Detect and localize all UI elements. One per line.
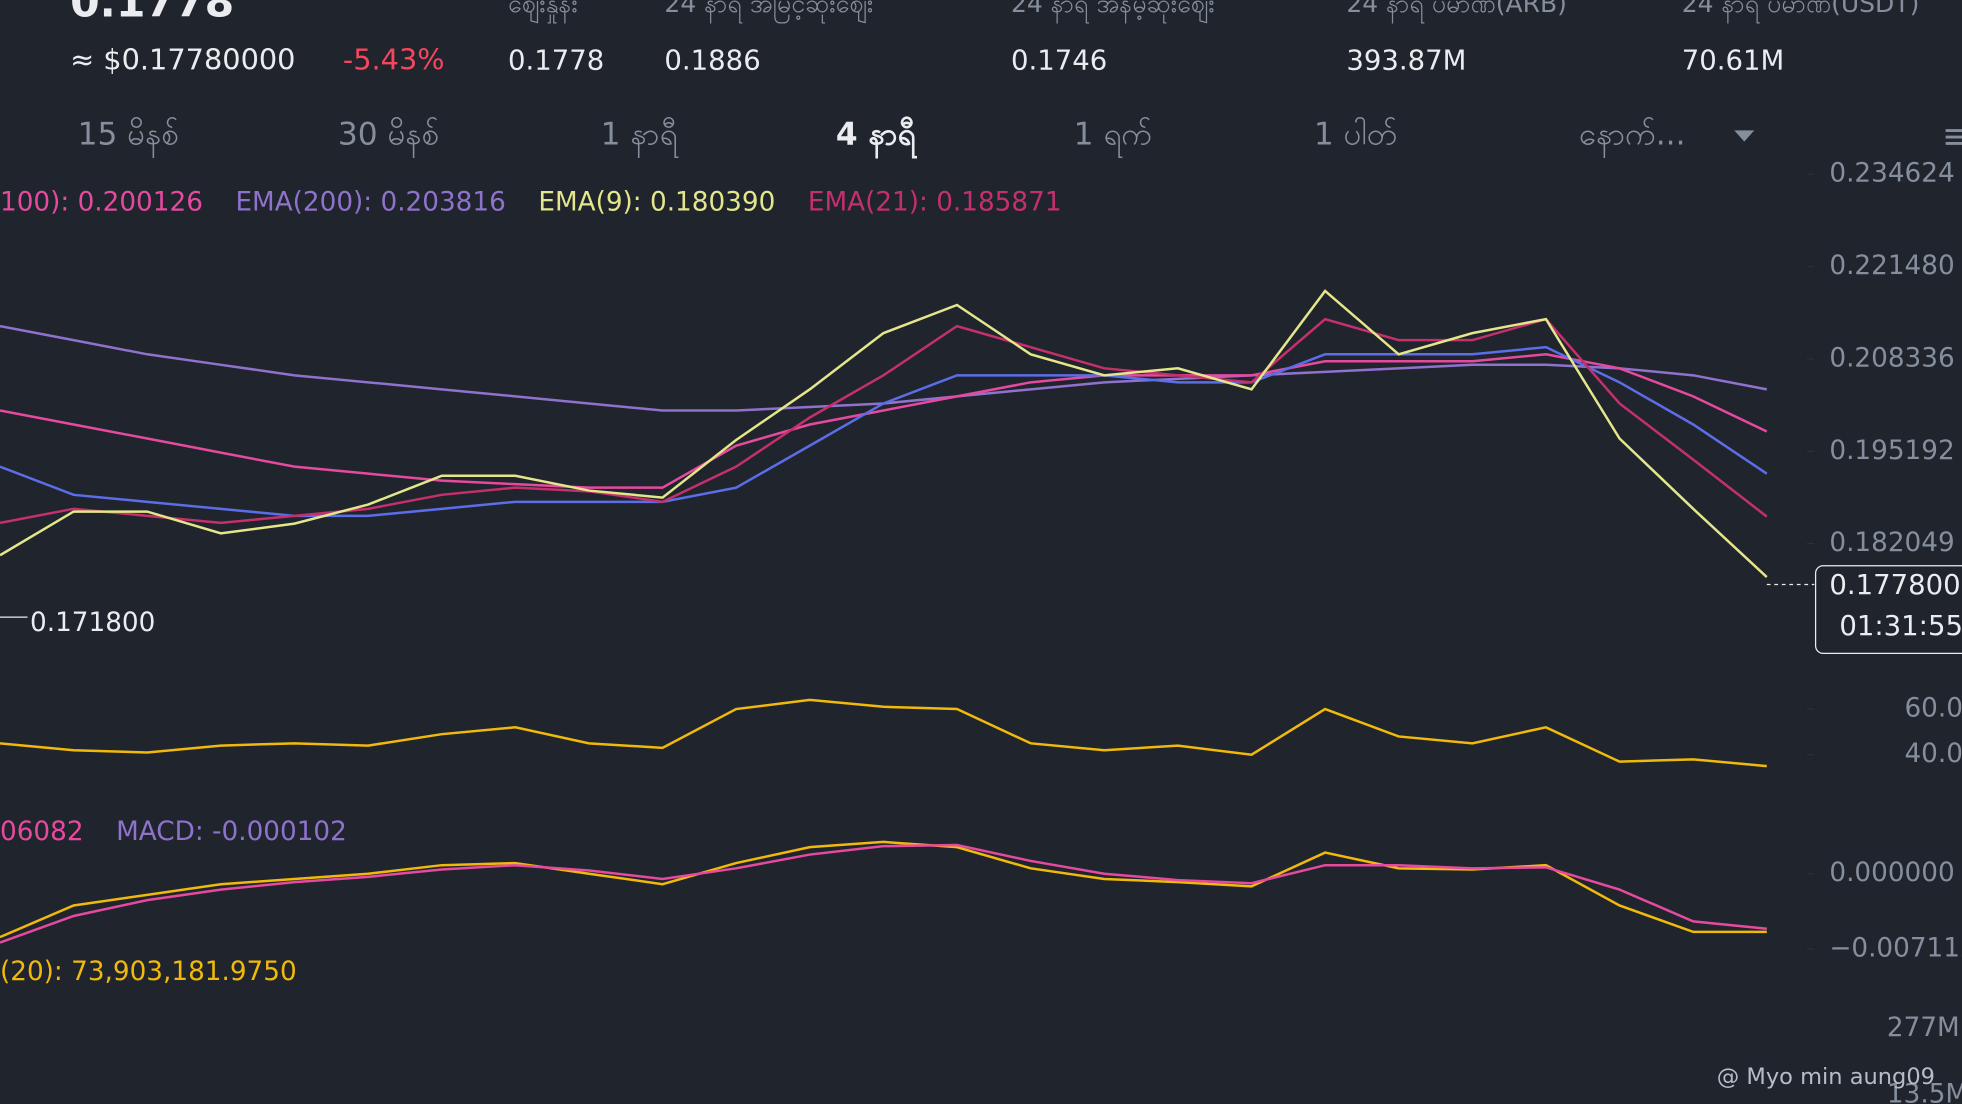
interval-tab[interactable]: 1 ရက်: [1074, 116, 1152, 158]
stat-label: 24 နာရီ ပမာဏ(ARB): [1346, 0, 1567, 23]
current-price: 0.177800: [1829, 569, 1960, 601]
settings-icon[interactable]: ≡: [1942, 116, 1962, 157]
y-tick-label: 0.208336: [1829, 343, 1954, 373]
y-tick-label: 0.000000: [1829, 858, 1954, 888]
stat-label: 24 နာရီ အနိမ့်ဆုံးဈေး: [1011, 0, 1215, 23]
dropdown-arrow[interactable]: [1734, 130, 1755, 142]
macd-legend: 06082: [0, 817, 84, 847]
indicator-line: [0, 289, 1768, 578]
stat-value: 70.61M: [1682, 45, 1785, 77]
interval-tab[interactable]: နောက်...: [1579, 116, 1685, 158]
y-tick-label: 60.0: [1904, 694, 1962, 724]
stat-label: ဈေးနှုန်း: [508, 0, 578, 23]
legend-item: EMA(9): 0.180390: [538, 187, 775, 217]
indicator-line: [0, 698, 1767, 768]
stat-label: 24 နာရီ ပမာဏ(USDT): [1682, 0, 1920, 23]
stat-value: 0.1778: [508, 45, 604, 77]
y-tick-label: 0.234624: [1829, 159, 1954, 189]
interval-tab[interactable]: 1 ပါတ်: [1314, 116, 1398, 152]
legend-item: 100): 0.200126: [0, 187, 203, 217]
legend-item: EMA(200): 0.203816: [235, 187, 505, 217]
change: -5.43%: [343, 43, 445, 77]
watermark: @ Myo min aung09: [1717, 1064, 1935, 1090]
countdown: 01:31:55: [1839, 610, 1962, 642]
indicator-line: [0, 843, 1767, 944]
volume-legend: (20): 73,903,181.9750: [0, 957, 297, 987]
legend-item: EMA(21): 0.185871: [808, 187, 1062, 217]
current-box: [1814, 565, 1962, 654]
low-label: 0.171800: [30, 608, 155, 638]
volume-top: 277M: [1887, 1013, 1960, 1043]
stat-label: 24 နာရီ အမြင့်ဆုံးဈေး: [664, 0, 873, 23]
interval-tab[interactable]: 1 နာရီ: [601, 116, 679, 158]
price: 0.1778: [70, 0, 234, 28]
interval-tab[interactable]: 30 မိနစ်: [338, 116, 439, 158]
stat-value: 0.1746: [1011, 45, 1107, 77]
y-tick-label: 0.182049: [1829, 528, 1954, 558]
macd-legend: MACD: -0.000102: [116, 817, 347, 847]
indicator-line: [0, 353, 1768, 489]
stat-value: 0.1886: [664, 45, 760, 77]
usd-price: ≈ $0.17780000: [70, 43, 295, 77]
indicator-line: [0, 317, 1768, 525]
y-tick-label: −0.007112: [1829, 933, 1962, 963]
interval-tab[interactable]: 15 မိနစ်: [78, 116, 179, 158]
interval-tab[interactable]: 4 နာရီ: [836, 116, 918, 159]
y-tick-label: 0.221480: [1829, 251, 1954, 281]
stat-value: 393.87M: [1346, 45, 1466, 77]
volume-bottom: 13.5M: [1887, 1080, 1962, 1104]
y-tick-label: 0.195192: [1829, 436, 1954, 466]
y-tick-label: 40.0: [1904, 739, 1962, 769]
